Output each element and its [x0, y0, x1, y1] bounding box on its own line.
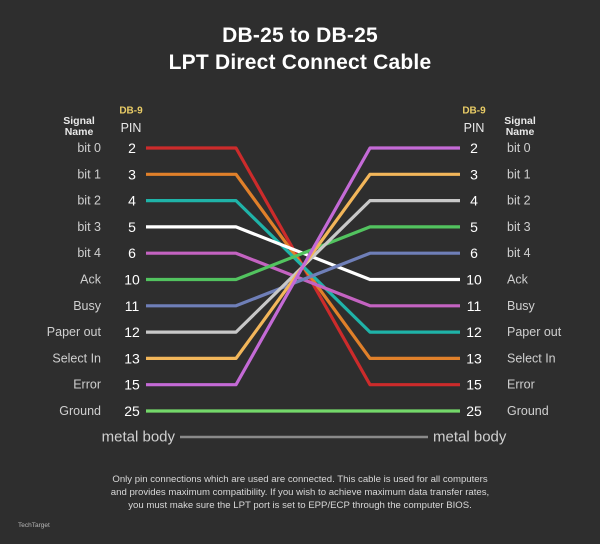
footer-line-3: you must make sure the LPT port is set t…	[128, 500, 472, 511]
left-pin-10: 10	[124, 272, 140, 288]
left-pin-15: 15	[124, 377, 140, 393]
wire-pin-11-to-6	[146, 251, 460, 308]
title-line-1: DB-25 to DB-25	[222, 24, 378, 47]
left-signal-header-line-1: Signal	[63, 115, 95, 127]
right-pin-10: 10	[466, 272, 482, 288]
right-signal-2: bit 0	[507, 141, 531, 155]
left-pin-11: 11	[125, 298, 140, 314]
left-pin-13: 13	[124, 350, 140, 366]
right-metal-body-label: metal body	[433, 429, 507, 446]
labels: bit 0 2 bit 1 3 bit 2 4 bit 3 5 bit 4 6 Ack 10 Busy 1…	[47, 106, 562, 446]
wires	[146, 146, 460, 413]
left-pin-5: 5	[128, 219, 136, 235]
right-pin-12: 12	[466, 324, 482, 340]
right-pin-11: 11	[467, 298, 482, 314]
right-db9-header: DB-9	[462, 106, 486, 117]
right-signal-5: bit 3	[507, 220, 531, 234]
left-pin-2: 2	[128, 140, 136, 156]
left-db9-header: DB-9	[119, 106, 143, 117]
right-signal-11: Busy	[507, 299, 536, 313]
left-signal-5: bit 3	[77, 220, 101, 234]
right-signal-25: Ground	[507, 404, 549, 418]
right-signal-4: bit 2	[507, 194, 531, 208]
left-pin-3: 3	[128, 166, 136, 182]
right-signal-header-line-1: Signal	[504, 115, 536, 127]
right-pin-15: 15	[466, 377, 482, 393]
left-pin-25: 25	[124, 403, 140, 419]
left-signal-3: bit 1	[77, 167, 101, 181]
left-signal-11: Busy	[73, 299, 102, 313]
right-pin-header: PIN	[464, 121, 485, 135]
right-pin-13: 13	[466, 350, 482, 366]
wire-pin-10-to-5	[146, 225, 460, 282]
left-signal-header-line-2: Name	[65, 126, 94, 138]
right-pin-4: 4	[470, 193, 478, 209]
right-pin-6: 6	[470, 245, 478, 261]
right-pin-3: 3	[470, 166, 478, 182]
right-signal-13: Select In	[507, 351, 556, 365]
footer-line-1: Only pin connections which are used are …	[112, 474, 488, 485]
techtarget-logo: TechTarget	[18, 522, 50, 529]
left-signal-10: Ack	[80, 273, 102, 287]
right-pin-25: 25	[466, 403, 482, 419]
right-signal-6: bit 4	[507, 246, 531, 260]
title-line-2: LPT Direct Connect Cable	[168, 51, 432, 74]
left-signal-4: bit 2	[77, 194, 101, 208]
left-signal-25: Ground	[59, 404, 101, 418]
left-signal-15: Error	[73, 378, 101, 392]
left-signal-12: Paper out	[47, 325, 102, 339]
left-signal-6: bit 4	[77, 246, 101, 260]
right-pin-2: 2	[470, 140, 478, 156]
right-signal-header-line-2: Name	[506, 126, 535, 138]
right-signal-10: Ack	[507, 273, 529, 287]
footer-line-2: and provides maximum compatibility. If y…	[110, 487, 490, 498]
left-pin-header: PIN	[121, 121, 142, 135]
left-pin-4: 4	[128, 193, 136, 209]
right-pin-5: 5	[470, 219, 478, 235]
left-signal-13: Select In	[52, 351, 101, 365]
right-signal-12: Paper out	[507, 325, 562, 339]
left-metal-body-label: metal body	[102, 429, 176, 446]
left-signal-2: bit 0	[77, 141, 101, 155]
right-signal-15: Error	[507, 378, 535, 392]
left-pin-6: 6	[128, 245, 136, 261]
wire-pin-15-to-2	[146, 146, 460, 387]
right-signal-3: bit 1	[507, 167, 531, 181]
left-pin-12: 12	[124, 324, 140, 340]
